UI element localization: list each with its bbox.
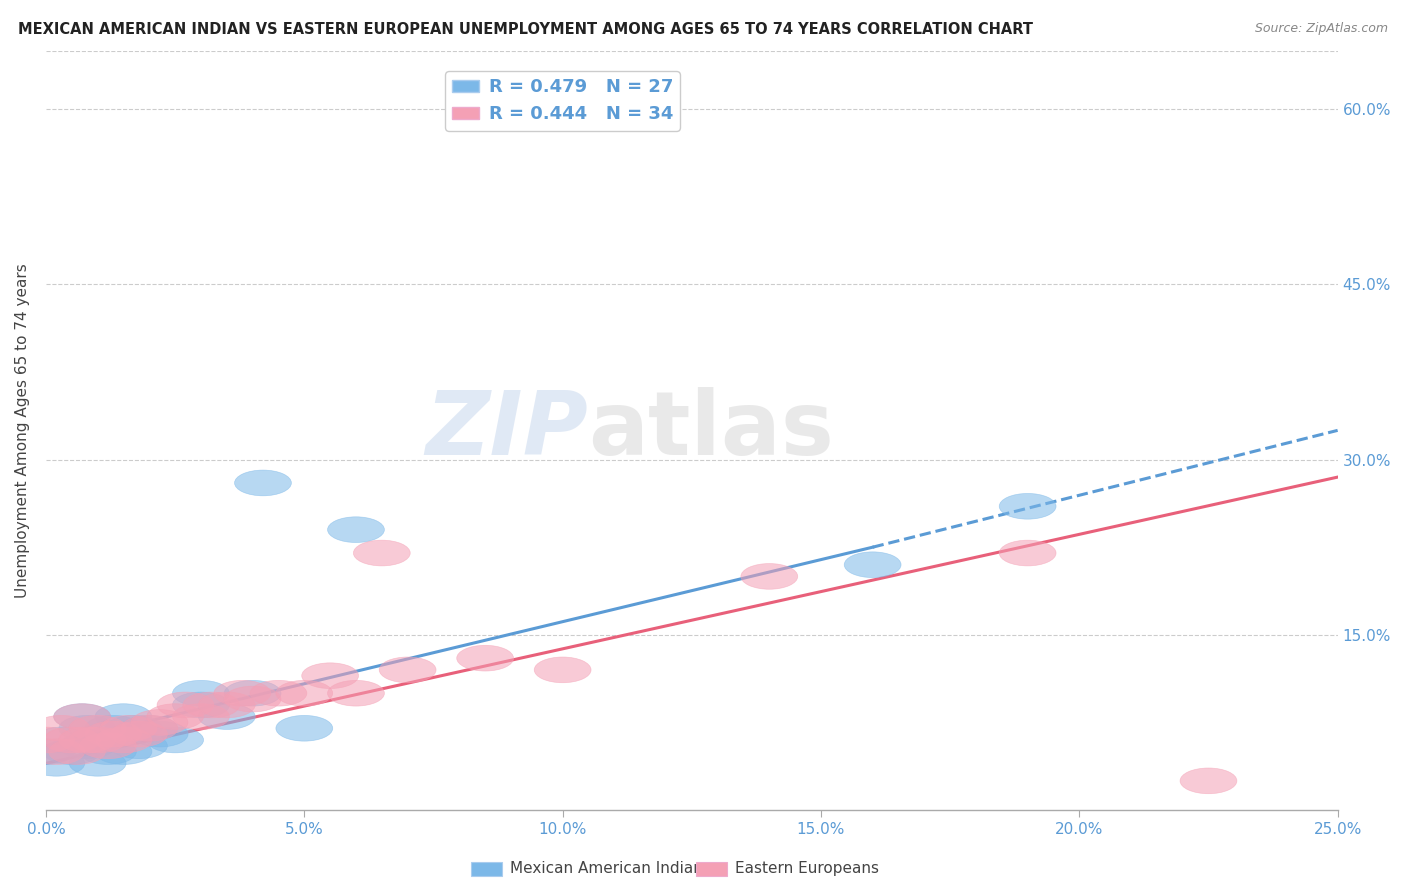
Ellipse shape	[534, 657, 591, 682]
Ellipse shape	[844, 552, 901, 577]
Ellipse shape	[276, 681, 333, 706]
Ellipse shape	[59, 733, 115, 759]
Ellipse shape	[34, 727, 90, 753]
Ellipse shape	[111, 733, 167, 759]
Text: atlas: atlas	[589, 387, 834, 474]
Ellipse shape	[80, 733, 136, 759]
Ellipse shape	[224, 686, 281, 712]
Ellipse shape	[1000, 541, 1056, 566]
Ellipse shape	[69, 727, 127, 753]
Ellipse shape	[96, 704, 152, 730]
Ellipse shape	[84, 722, 142, 747]
Text: Mexican American Indians: Mexican American Indians	[510, 862, 711, 876]
Y-axis label: Unemployment Among Ages 65 to 74 years: Unemployment Among Ages 65 to 74 years	[15, 263, 30, 598]
Text: Eastern Europeans: Eastern Europeans	[735, 862, 879, 876]
Ellipse shape	[69, 727, 127, 753]
Ellipse shape	[224, 681, 281, 706]
Ellipse shape	[84, 715, 142, 741]
Ellipse shape	[276, 715, 333, 741]
Ellipse shape	[59, 727, 115, 753]
Ellipse shape	[198, 692, 256, 718]
Ellipse shape	[53, 704, 111, 730]
Ellipse shape	[59, 715, 115, 741]
Ellipse shape	[69, 750, 127, 776]
Ellipse shape	[17, 739, 75, 764]
Ellipse shape	[741, 564, 797, 590]
Ellipse shape	[121, 715, 177, 741]
Ellipse shape	[111, 722, 167, 747]
Ellipse shape	[53, 704, 111, 730]
Ellipse shape	[69, 715, 127, 741]
Ellipse shape	[100, 715, 157, 741]
Text: MEXICAN AMERICAN INDIAN VS EASTERN EUROPEAN UNEMPLOYMENT AMONG AGES 65 TO 74 YEA: MEXICAN AMERICAN INDIAN VS EASTERN EUROP…	[18, 22, 1033, 37]
Ellipse shape	[235, 470, 291, 496]
Ellipse shape	[34, 715, 90, 741]
Ellipse shape	[173, 681, 229, 706]
Ellipse shape	[328, 681, 384, 706]
Ellipse shape	[198, 704, 256, 730]
Ellipse shape	[173, 704, 229, 730]
Ellipse shape	[1180, 768, 1237, 794]
Text: Source: ZipAtlas.com: Source: ZipAtlas.com	[1254, 22, 1388, 36]
Ellipse shape	[1000, 493, 1056, 519]
Ellipse shape	[131, 722, 188, 747]
Ellipse shape	[214, 681, 271, 706]
Ellipse shape	[28, 739, 84, 764]
Ellipse shape	[183, 692, 239, 718]
Ellipse shape	[17, 727, 75, 753]
Ellipse shape	[96, 739, 152, 764]
Ellipse shape	[49, 739, 105, 764]
Text: ZIP: ZIP	[426, 387, 589, 474]
Ellipse shape	[157, 692, 214, 718]
Ellipse shape	[105, 715, 162, 741]
Ellipse shape	[353, 541, 411, 566]
Ellipse shape	[380, 657, 436, 682]
Ellipse shape	[328, 516, 384, 542]
Ellipse shape	[302, 663, 359, 689]
Legend: R = 0.479   N = 27, R = 0.444   N = 34: R = 0.479 N = 27, R = 0.444 N = 34	[446, 71, 681, 130]
Ellipse shape	[28, 750, 84, 776]
Ellipse shape	[44, 727, 100, 753]
Ellipse shape	[80, 739, 136, 764]
Ellipse shape	[173, 692, 229, 718]
Ellipse shape	[457, 645, 513, 671]
Ellipse shape	[146, 727, 204, 753]
Ellipse shape	[44, 739, 100, 764]
Ellipse shape	[96, 727, 152, 753]
Ellipse shape	[146, 704, 204, 730]
Ellipse shape	[131, 709, 188, 735]
Ellipse shape	[121, 715, 177, 741]
Ellipse shape	[250, 681, 307, 706]
